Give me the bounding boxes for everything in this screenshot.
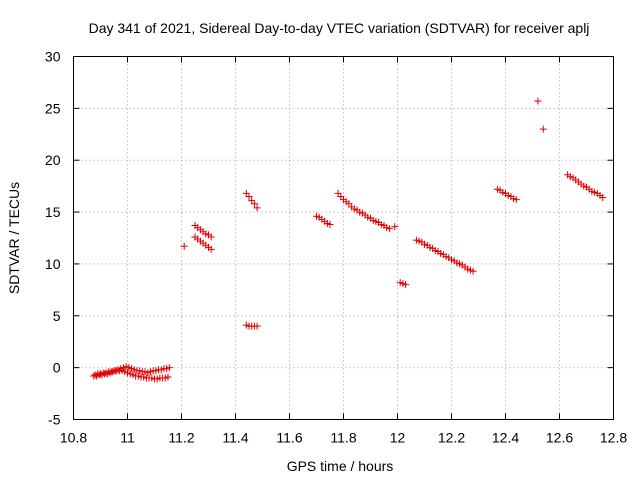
data-point-cluster-9 <box>599 194 607 202</box>
data-point-cluster-2b <box>207 245 215 253</box>
y-tick-label: 20 <box>45 152 61 168</box>
x-tick-label: 11.6 <box>276 430 302 446</box>
data-point-cluster-3a <box>253 204 261 212</box>
data-point-cluster-8 <box>512 196 520 204</box>
y-axis-label: SDTVAR / TECUs <box>6 182 22 294</box>
x-tick-label: 12.2 <box>438 430 465 446</box>
y-tick-label: 0 <box>53 360 61 376</box>
data-points <box>90 97 607 383</box>
y-tick-label: 25 <box>45 100 61 116</box>
x-tick-label: 11.2 <box>168 430 194 446</box>
data-point-outlier-1 <box>534 97 542 105</box>
data-point-cluster-7 <box>469 267 477 275</box>
plot-frame <box>73 56 614 420</box>
chart-title: Day 341 of 2021, Sidereal Day-to-day VTE… <box>89 20 590 36</box>
data-point-cluster-3b <box>253 322 261 330</box>
data-point-cluster-2a <box>207 233 215 241</box>
data-point-cluster-3a <box>245 193 253 201</box>
x-axis-label: GPS time / hours <box>287 458 394 474</box>
data-point-point-2 <box>391 223 399 231</box>
x-tick-label: 11 <box>120 430 135 446</box>
x-tick-label: 12.8 <box>600 430 627 446</box>
data-point-cluster-1a <box>165 364 173 372</box>
data-point-point-1 <box>180 242 188 250</box>
data-point-cluster-3a <box>250 200 258 208</box>
x-tick-label: 12.6 <box>546 430 573 446</box>
x-tick-label: 12 <box>390 430 406 446</box>
x-tick-label: 11.4 <box>222 430 248 446</box>
y-tick-label: -5 <box>48 412 61 428</box>
y-tick-label: 15 <box>45 204 61 220</box>
data-point-cluster-6 <box>402 281 410 289</box>
x-tick-label: 12.4 <box>492 430 519 446</box>
axis-ticks: 10.8 11 11.2 11.4 11.6 11.8 12 12.2 12.4 12.6 12.8… <box>45 49 627 446</box>
y-tick-label: 30 <box>45 49 61 65</box>
y-tick-label: 5 <box>53 308 61 324</box>
data-point-cluster-1b <box>164 373 172 381</box>
y-tick-label: 10 <box>45 256 61 272</box>
data-point-cluster-5 <box>385 225 393 233</box>
x-tick-label: 11.8 <box>330 430 356 446</box>
grid <box>73 56 614 420</box>
x-tick-label: 10.8 <box>60 430 87 446</box>
data-point-outlier-2 <box>539 125 547 133</box>
data-point-cluster-4 <box>326 221 334 229</box>
